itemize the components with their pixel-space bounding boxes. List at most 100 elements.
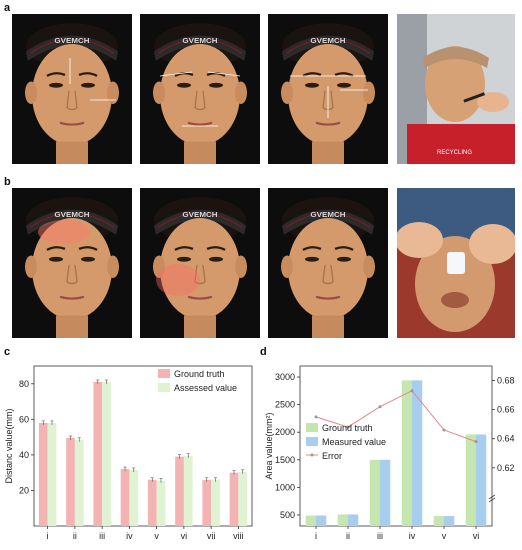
bar-ground-truth (369, 459, 380, 526)
legend-label: Measured value (322, 437, 386, 447)
y-tick-label: 2000 (275, 427, 295, 437)
y-tick-label: 3000 (275, 372, 295, 382)
bar-assessed-value (238, 471, 248, 526)
x-tick-label: vi (181, 531, 188, 541)
legend-label: Error (322, 451, 342, 461)
x-tick-label: i (315, 531, 317, 541)
headband-text: GVEMCH (310, 210, 346, 219)
axis-break (488, 494, 496, 500)
headband-text: GVEMCH (54, 36, 90, 45)
bar-assessed-value (102, 382, 111, 526)
jersey-text: RECYCLING (437, 150, 472, 156)
y-axis-label: Distanc value(mm) (4, 408, 14, 483)
y-tick-label: 2500 (275, 400, 295, 410)
y2-tick-label: 0.66 (497, 405, 515, 415)
bar-ground-truth (337, 514, 348, 526)
bar-assessed-value (129, 470, 139, 526)
x-tick-label: v (442, 531, 447, 541)
axis-break (488, 497, 496, 503)
bar-assessed-value (74, 439, 84, 526)
bar-measured-value (316, 515, 327, 526)
headband-text: GVEMCH (54, 210, 90, 219)
legend-swatch-point (310, 453, 314, 457)
measurement-photo-b (397, 188, 515, 338)
bar-ground-truth (465, 434, 476, 526)
error-line (315, 390, 477, 443)
y2-tick-label: 0.64 (497, 434, 515, 444)
legend-swatch (158, 369, 170, 378)
panel-label-a: a (4, 2, 11, 14)
legend-swatch (306, 423, 318, 432)
x-tick-label: viii (233, 531, 244, 541)
bar-ground-truth (147, 479, 157, 526)
error-point (346, 425, 350, 429)
y-tick-label: 60 (19, 414, 29, 424)
bar-ground-truth (202, 479, 212, 526)
y-tick-label: 500 (280, 510, 295, 520)
face-photo-b3: GVEMCH (268, 188, 388, 338)
bar-ground-truth (175, 456, 184, 526)
bar-measured-value (476, 434, 487, 526)
error-point (378, 405, 382, 409)
y2-tick-label: 0.62 (497, 463, 515, 473)
headband-text: GVEMCH (182, 36, 218, 45)
face-photo-b2: GVEMCH (140, 188, 260, 338)
bar-ground-truth (93, 382, 103, 526)
bar-assessed-value (156, 480, 166, 526)
bar-measured-value (348, 514, 359, 526)
bar-ground-truth (433, 516, 444, 526)
y-tick-label: 1000 (275, 482, 295, 492)
headband-text: GVEMCH (182, 210, 218, 219)
y2-tick-label: 0.68 (497, 376, 515, 386)
y-tick-label: 20 (19, 485, 29, 495)
x-tick-label: vii (207, 531, 216, 541)
plot-frame (299, 365, 493, 527)
panel-label-b: b (4, 176, 11, 188)
bar-assessed-value (47, 422, 57, 526)
bar-ground-truth (401, 380, 412, 526)
measurement-photo-a: RECYCLING (397, 14, 515, 164)
face-photo-a1: GVEMCH (12, 14, 132, 164)
legend-swatch (158, 383, 170, 392)
bar-ground-truth (305, 515, 316, 526)
y-tick-label: 40 (19, 450, 29, 460)
panel-label-c: c (4, 346, 11, 358)
y-axis-label: Area value(mm²) (264, 412, 274, 479)
bar-assessed-value (183, 455, 193, 526)
headband-text: GVEMCH (310, 36, 346, 45)
plot-frame (33, 365, 253, 527)
error-point (474, 440, 478, 444)
x-tick-label: iv (126, 531, 133, 541)
y-tick-label: 1500 (275, 455, 295, 465)
x-tick-label: i (47, 531, 49, 541)
legend-label: Ground truth (322, 423, 373, 433)
legend-label: Assessed value (174, 383, 237, 393)
face-photo-a2: GVEMCH (140, 14, 260, 164)
bar-measured-value (380, 459, 391, 526)
x-tick-label: ii (346, 531, 350, 541)
chart-c: 20 40 60 80 Distanc value(mm) i ii iii iv v vi vii v… (0, 356, 258, 550)
chart-d: 500 1000 1500 2000 2500 3000 0.62 0.64 0.66 0.68 A… (260, 356, 522, 550)
chart-d-svg: 500 1000 1500 2000 2500 3000 0.62 0.64 0.66 0.68 A… (264, 365, 515, 541)
error-point (410, 389, 414, 393)
bar-assessed-value (211, 479, 220, 526)
face-photo-a3: GVEMCH (268, 14, 388, 164)
bar-ground-truth (120, 469, 130, 526)
x-tick-label: iv (409, 531, 416, 541)
legend-swatch (306, 437, 318, 446)
x-tick-label: ii (73, 531, 77, 541)
bar-ground-truth (66, 438, 75, 526)
bar-measured-value (412, 380, 423, 526)
bar-ground-truth (229, 472, 239, 526)
bar-measured-value (444, 516, 455, 526)
face-photo-b1: GVEMCH (12, 188, 132, 338)
error-point (314, 415, 318, 419)
x-tick-label: v (154, 531, 159, 541)
x-tick-label: iii (99, 531, 105, 541)
panel-label-d: d (260, 346, 267, 358)
x-tick-label: vi (473, 531, 480, 541)
y-tick-label: 80 (19, 379, 29, 389)
bar-ground-truth (38, 422, 48, 526)
error-point (442, 428, 446, 432)
